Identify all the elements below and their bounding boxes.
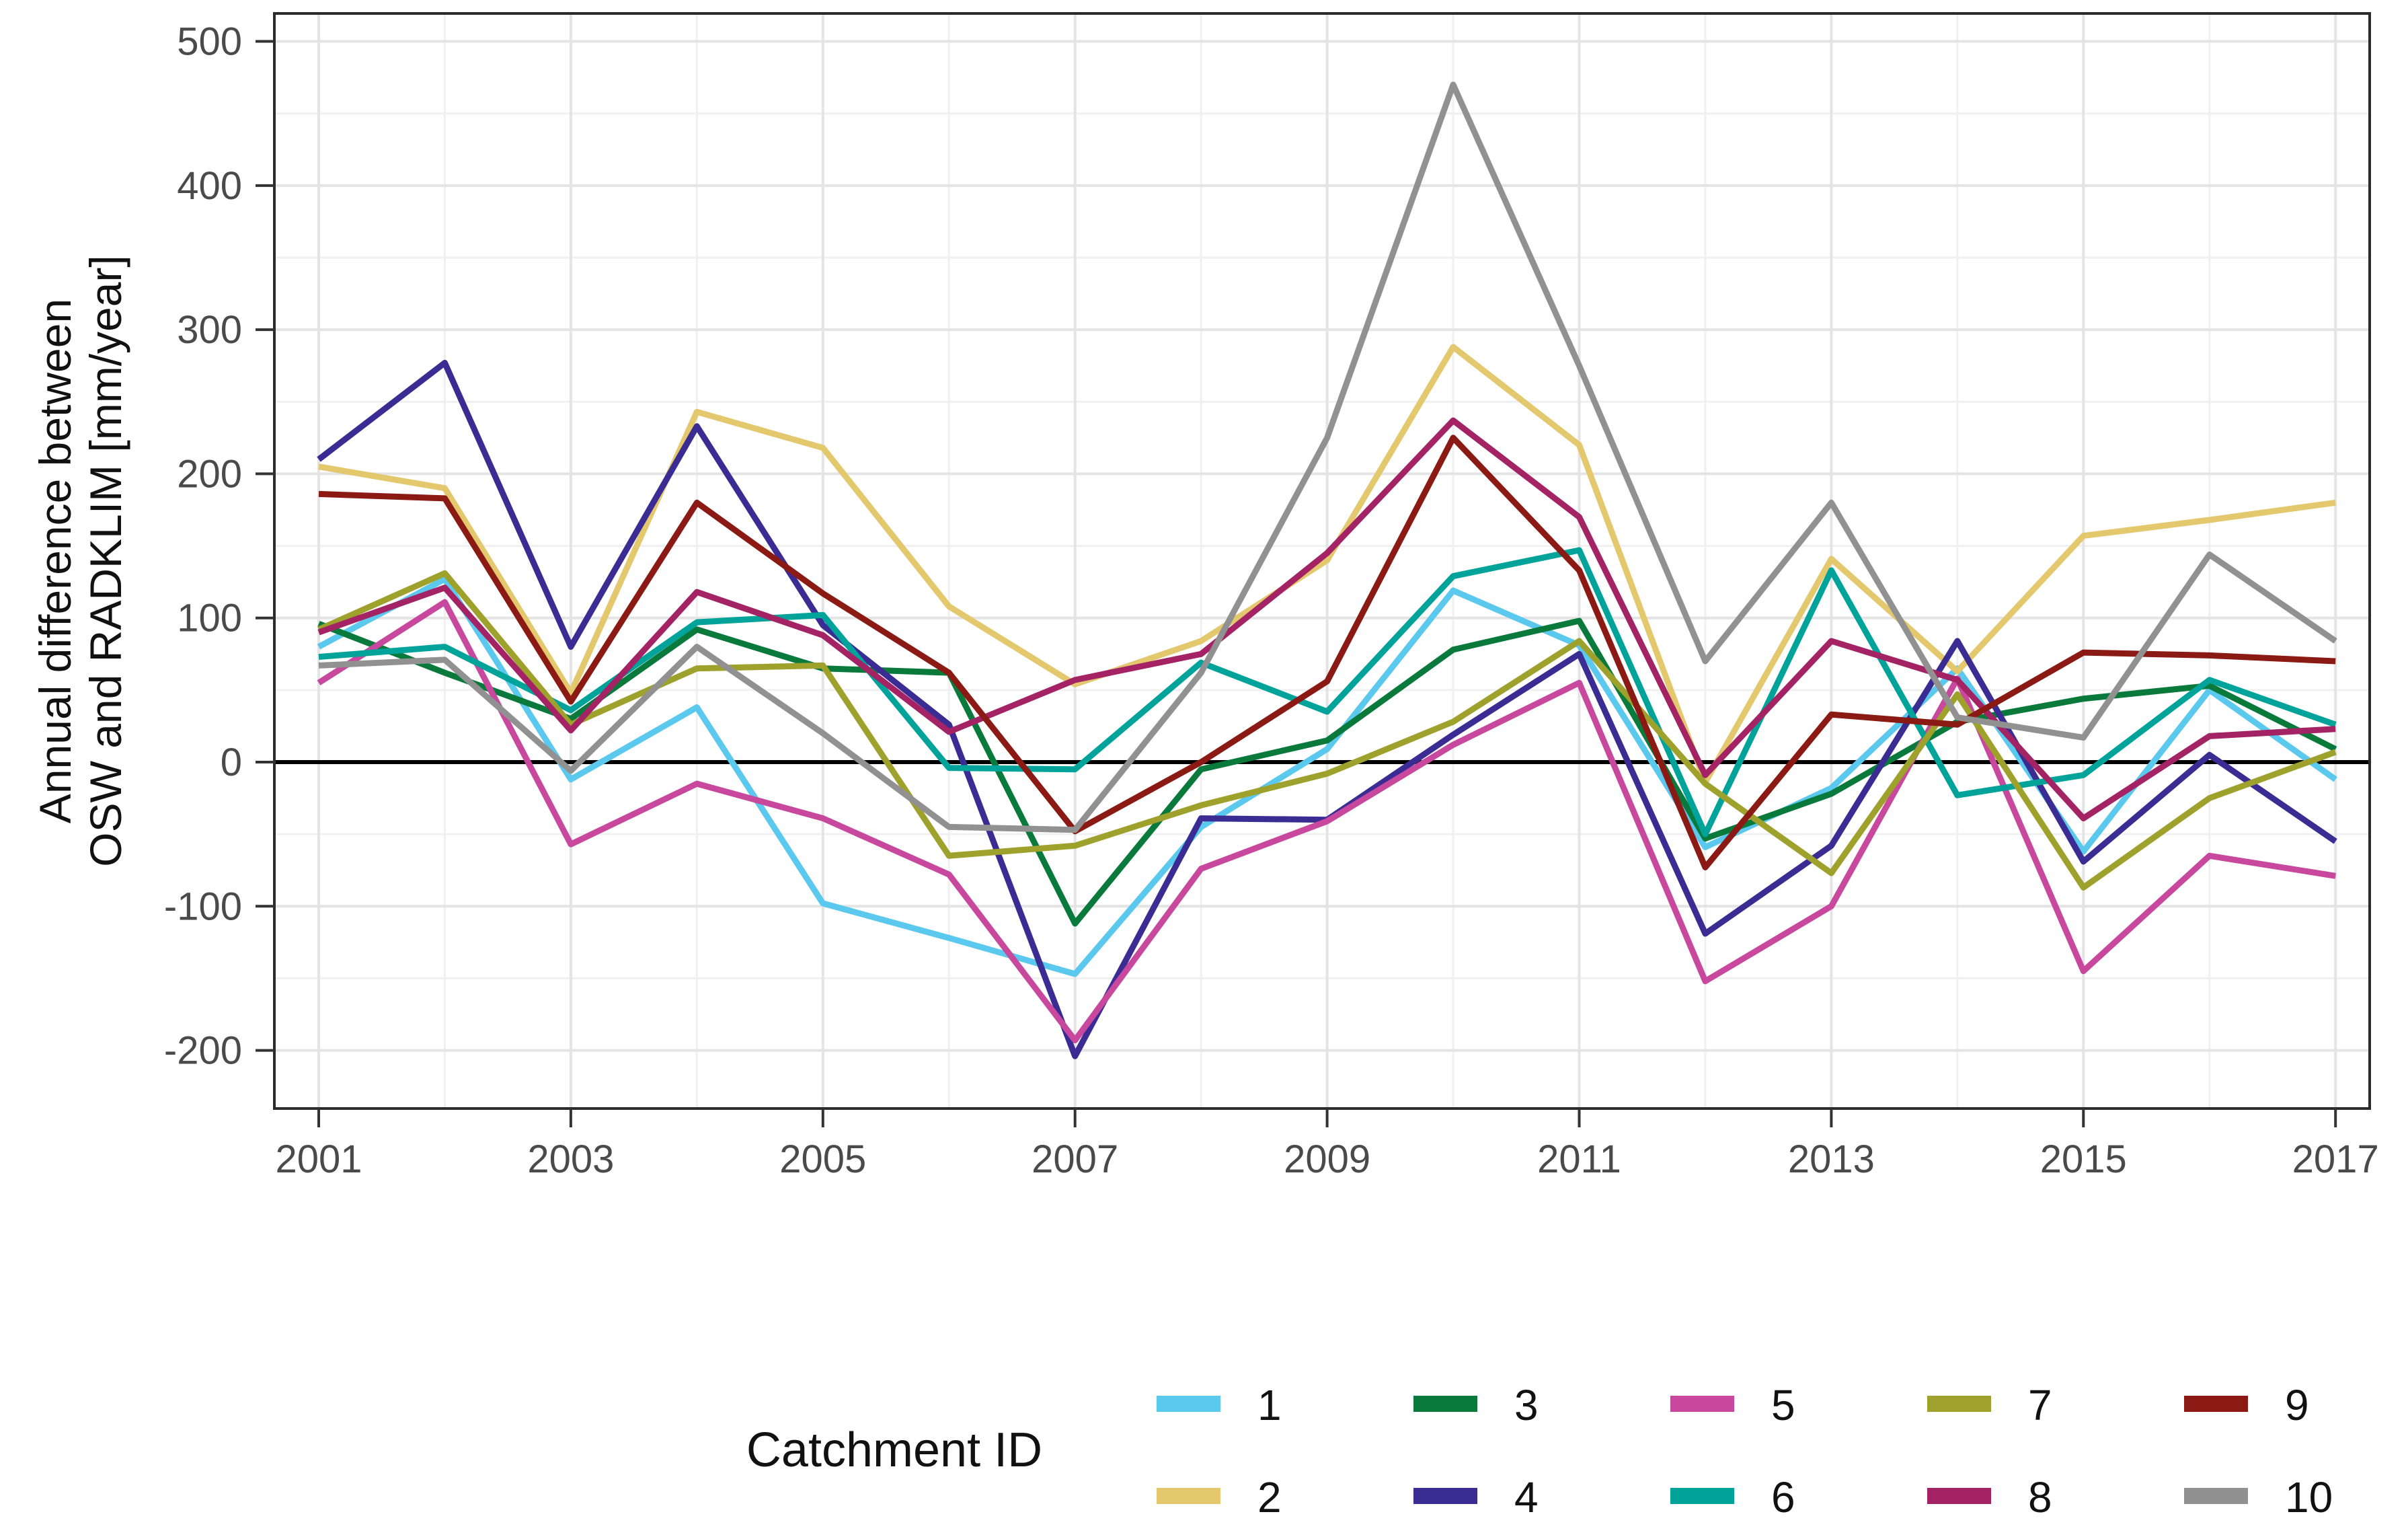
y-tick-label: 400 bbox=[177, 164, 242, 208]
x-tick-label: 2001 bbox=[275, 1137, 362, 1181]
series-line-5 bbox=[317, 599, 2336, 1044]
y-tick-label: -100 bbox=[164, 885, 242, 928]
y-tick-label: -200 bbox=[164, 1029, 242, 1073]
panel-border bbox=[273, 12, 2371, 1110]
series-line-9 bbox=[318, 435, 2336, 870]
legend-label-6: 6 bbox=[1771, 1473, 1795, 1522]
legend-label-7: 7 bbox=[2028, 1381, 2052, 1429]
legend-label-2: 2 bbox=[1257, 1473, 1282, 1522]
x-tick-label: 2005 bbox=[779, 1137, 866, 1181]
x-tick-label: 2013 bbox=[1788, 1137, 1875, 1181]
x-tick-label: 2017 bbox=[2292, 1137, 2379, 1181]
legend-title: Catchment ID bbox=[746, 1423, 1042, 1477]
legend-label-5: 5 bbox=[1771, 1381, 1795, 1429]
legend-label-9: 9 bbox=[2285, 1381, 2309, 1429]
legend-label-4: 4 bbox=[1514, 1473, 1539, 1522]
legend-label-10: 10 bbox=[2285, 1473, 2333, 1522]
x-tick-label: 2007 bbox=[1032, 1137, 1118, 1181]
y-tick-label: 0 bbox=[221, 741, 242, 784]
y-axis-title-line2: OSW and RADKLIM [mm/year] bbox=[81, 255, 130, 867]
y-tick-label: 500 bbox=[177, 20, 242, 64]
y-tick-label: 200 bbox=[177, 452, 242, 496]
legend-label-3: 3 bbox=[1514, 1381, 1539, 1429]
x-tick-label: 2015 bbox=[2040, 1137, 2127, 1181]
legend-label-1: 1 bbox=[1257, 1381, 1282, 1429]
x-tick-label: 2011 bbox=[1537, 1137, 1621, 1181]
series-line-6 bbox=[318, 547, 2337, 837]
y-tick-label: 300 bbox=[177, 308, 242, 352]
legend-label-8: 8 bbox=[2028, 1473, 2052, 1522]
x-tick-label: 2003 bbox=[527, 1137, 614, 1181]
x-tick-label: 2009 bbox=[1284, 1137, 1370, 1181]
y-axis-title-line1: Annual difference between bbox=[30, 299, 80, 823]
series-line-10 bbox=[318, 81, 2337, 833]
y-tick-label: 100 bbox=[177, 597, 242, 640]
